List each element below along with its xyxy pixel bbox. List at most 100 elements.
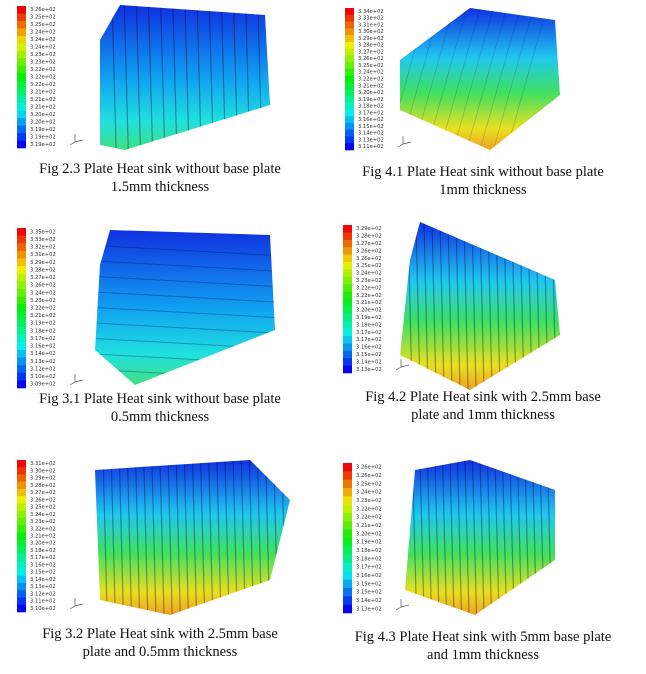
legend-label: 3.22e+02 (30, 526, 56, 532)
legend-label: 3.20e+02 (356, 308, 382, 314)
legend-swatch (17, 488, 26, 497)
legend-label: 3.22e+02 (356, 515, 382, 521)
legend-swatch (343, 306, 352, 315)
legend-swatch (343, 471, 352, 480)
legend-label: 3.29e+02 (356, 226, 382, 232)
fin-edge (135, 460, 141, 615)
legend-label: 3.13e+02 (30, 359, 56, 365)
legend-label: 3.26e+02 (356, 465, 382, 471)
legend-swatch (17, 13, 26, 22)
fin-edge (423, 222, 429, 390)
legend-label: 3.23e+02 (30, 298, 56, 304)
figure-panel: 3.29e+023.28e+023.27e+023.26e+023.26e+02… (343, 222, 601, 423)
legend-label: 3.19e+02 (30, 134, 56, 140)
legend-label: 3.13e+02 (356, 606, 382, 612)
legend-swatch (343, 546, 352, 555)
legend-swatch (17, 311, 26, 320)
legend-label: 3.12e+02 (30, 366, 56, 372)
fin-edge (160, 5, 166, 150)
heat-sink-render (95, 460, 290, 615)
legend-label: 3.11e+02 (358, 144, 384, 150)
legend-label: 3.22e+02 (356, 506, 382, 512)
legend-swatch (343, 269, 352, 278)
fin-edge (184, 5, 190, 150)
fin-edge (159, 460, 165, 615)
legend-swatch (343, 571, 352, 580)
legend-label: 3.21e+02 (358, 83, 384, 89)
legend-label: 3.26e+02 (30, 497, 56, 503)
legend-swatch (17, 597, 26, 606)
legend-swatch (17, 20, 26, 29)
legend-swatch (17, 481, 26, 490)
legend-label: 3.22e+02 (30, 75, 56, 81)
legend-label: 3.14e+02 (356, 359, 382, 365)
legend-swatch (17, 103, 26, 111)
legend-swatch (345, 48, 354, 56)
figure-caption: Fig 4.1 Plate Heat sink without base pla… (362, 164, 604, 180)
legend-swatch (17, 304, 26, 313)
legend-swatch (343, 291, 352, 300)
legend-label: 3.28e+02 (30, 483, 56, 489)
legend-swatch (343, 284, 352, 292)
legend-swatch (17, 88, 26, 96)
legend-label: 3.29e+02 (30, 476, 56, 482)
fin-edge (441, 460, 448, 615)
legend-label: 3.20e+02 (30, 119, 56, 125)
legend-swatch (17, 296, 26, 305)
legend-swatch (17, 65, 26, 74)
fin-edge (415, 222, 421, 390)
legend-label: 3.17e+02 (356, 565, 382, 571)
legend-label: 3.15e+02 (30, 570, 56, 576)
fin-edge (118, 460, 124, 615)
legend-swatch (345, 109, 354, 117)
fin-edge (456, 460, 463, 615)
legend-label: 3.16e+02 (30, 562, 56, 568)
legend-label: 3.17e+02 (30, 555, 56, 561)
legend-swatch (343, 336, 352, 344)
legend-label: 3.17e+02 (356, 337, 382, 343)
legend-label: 3.15e+02 (358, 124, 384, 130)
legend-label: 3.25e+02 (30, 15, 56, 21)
heat-sink-render (100, 5, 270, 150)
figure-caption: Fig 4.2 Plate Heat sink with 2.5mm base (365, 389, 601, 405)
legend-label: 3.24e+02 (30, 290, 56, 296)
legend-label: 3.27e+02 (356, 241, 382, 247)
legend-label: 3.30e+02 (358, 29, 384, 35)
legend-swatch (343, 328, 352, 337)
legend-label: 3.19e+02 (30, 321, 56, 327)
figure-caption: Fig 3.2 Plate Heat sink with 2.5mm base (42, 626, 278, 642)
fin-edge (126, 460, 133, 615)
legend-swatch (345, 28, 354, 36)
legend-swatch (17, 517, 26, 526)
legend-label: 3.16e+02 (356, 345, 382, 351)
legend-swatch (343, 479, 352, 489)
figure-caption: and 1mm thickness (427, 647, 539, 663)
legend-label: 3.22e+02 (358, 77, 384, 83)
legend-swatch (343, 463, 352, 472)
legend-label: 3.20e+02 (356, 531, 382, 537)
legend-swatch (17, 539, 26, 548)
legend-label: 3.18e+02 (356, 322, 382, 328)
legend-label: 3.19e+02 (356, 315, 382, 321)
legend-label: 3.19e+02 (30, 142, 56, 148)
legend-swatch (17, 140, 26, 149)
legend-swatch (17, 510, 26, 519)
legend-label: 3.21e+02 (30, 313, 56, 319)
legend-swatch (345, 89, 354, 97)
legend-label: 3.31e+02 (30, 461, 56, 467)
legend-label: 3.21e+02 (356, 523, 382, 529)
legend-label: 3.23e+02 (30, 52, 56, 58)
legend-swatch (17, 125, 26, 134)
fin-edge (95, 245, 275, 256)
legend-label: 3.22e+02 (30, 306, 56, 312)
axis-triad (395, 359, 410, 371)
legend-swatch (17, 50, 26, 59)
legend-label: 3.20e+02 (358, 90, 384, 96)
legend-label: 3.34e+02 (358, 9, 384, 15)
fin-edge (111, 5, 117, 150)
fin-edge (151, 460, 157, 615)
fin-edge (479, 460, 485, 615)
legend-swatch (17, 133, 26, 141)
